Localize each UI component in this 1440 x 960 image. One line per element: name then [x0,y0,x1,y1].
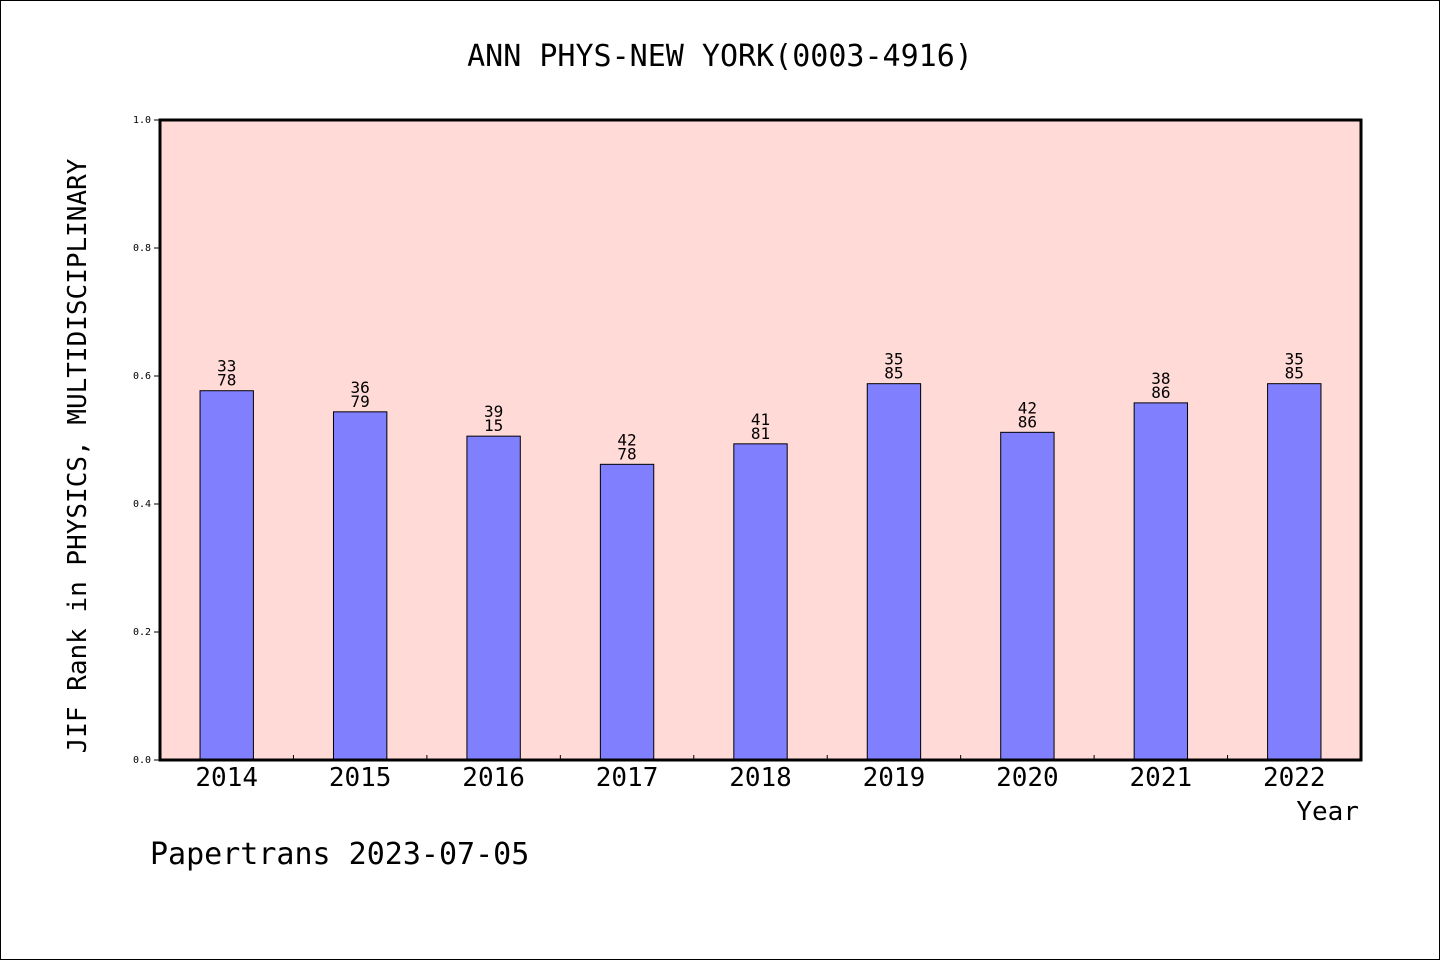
bar-label-total: 86 [1151,383,1170,402]
y-tick-label: 0.6 [133,371,151,382]
bar-series [199,383,1322,761]
x-tick-label: 2021 [1130,763,1193,793]
y-tick-label: 1.0 [133,115,151,126]
bar-2020 [1000,431,1055,761]
y-axis: 0.0 0.2 0.4 0.6 0.8 1.0 [133,115,160,766]
bar-2021 [1133,402,1189,761]
bar-2015 [332,411,388,761]
y-axis-label: JIF Rank in PHYSICS, MULTIDISCIPLINARY [63,158,93,753]
x-tick-label: 2017 [596,763,659,793]
x-tick-label: 2014 [195,763,258,793]
x-tick-label: 2016 [462,763,525,793]
bar-2022 [1267,383,1322,761]
x-tick-label: 2022 [1263,763,1326,793]
bar-2019 [866,383,922,761]
bar-label-total: 81 [751,424,770,443]
bar-label-rank: 39 [484,402,503,421]
bar-label-rank: 38 [1151,369,1170,388]
bar-2014 [199,390,254,761]
x-tick-label: 2018 [729,763,792,793]
bar-label-rank: 42 [617,430,636,449]
x-tick-label: 2020 [996,763,1059,793]
bar-label-total: 78 [217,371,236,390]
footer-credit: Papertrans 2023-07-05 [150,837,529,872]
bar-label-rank: 41 [751,410,770,429]
x-tick-label: 2019 [863,763,926,793]
bar-label-total: 85 [1285,364,1304,383]
bar-label-rank: 33 [217,357,236,376]
bar-label-total: 86 [1018,412,1037,431]
bar-label-rank: 36 [351,378,370,397]
y-tick-label: 0.8 [133,243,151,254]
bar-label-total: 15 [484,416,503,435]
bar-label-total: 79 [351,392,370,411]
plot-border [158,118,1363,762]
bar-2018 [733,443,788,761]
x-axis: 2014 2015 2016 2017 2018 2019 2020 2021 2022 [195,755,1326,793]
y-tick-label: 0.2 [133,627,151,638]
y-tick-label: 0.4 [133,499,151,510]
bar-label-total: 85 [884,364,903,383]
bar-label-rank: 35 [884,350,903,369]
bar-2016 [466,435,521,761]
x-axis-label: Year [1296,797,1359,827]
chart-title: ANN PHYS-NEW YORK(0003-4916) [467,39,973,74]
bar-label-rank: 35 [1285,350,1304,369]
y-tick-label: 0.0 [133,755,151,766]
bar-label-total: 78 [617,444,636,463]
bar-label-rank: 42 [1018,398,1037,417]
x-tick-label: 2015 [329,763,392,793]
bar-2017 [599,463,655,761]
